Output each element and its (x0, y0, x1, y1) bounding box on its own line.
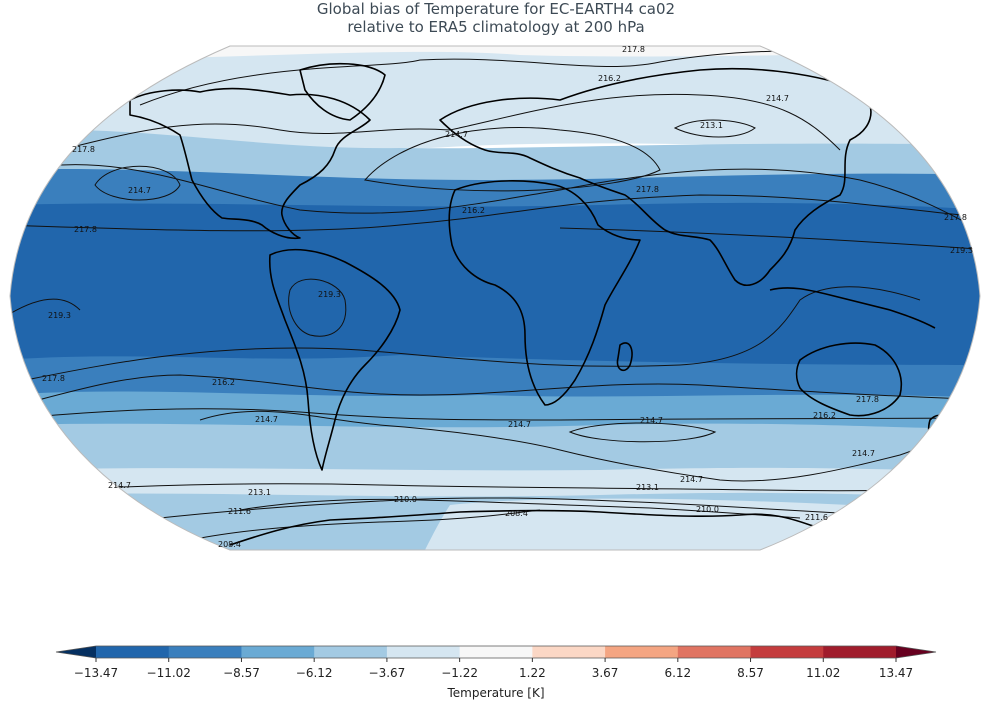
chart-title-line-2: relative to ERA5 climatology at 200 hPa (347, 18, 645, 36)
contour-line (94, 165, 181, 201)
colorbar-bin (314, 646, 388, 658)
contour-label: 211.6 (228, 507, 251, 516)
contour-line (364, 127, 661, 192)
contour-label: 214.7 (508, 420, 531, 429)
contour-line (10, 194, 980, 232)
contour-line (559, 227, 980, 251)
coastline-north-america (129, 87, 371, 240)
contour-line (673, 119, 756, 138)
colorbar-over-arrow (896, 646, 936, 658)
colorbar-tick-label: 13.47 (879, 666, 913, 680)
colorbar-bin (532, 646, 606, 658)
coastline-madagascar (616, 342, 633, 372)
coastline-eurasia (439, 67, 872, 286)
contour-line (288, 278, 347, 337)
contour-label: 214.7 (128, 186, 151, 195)
contour-label: 213.1 (700, 121, 723, 130)
contour-line (10, 374, 980, 411)
contour-label: 216.2 (598, 74, 621, 83)
contour-label: 217.8 (944, 213, 967, 222)
contour-label: 210.0 (394, 495, 417, 504)
coastline-maritime-continent (769, 287, 936, 329)
contour-label: 208.4 (505, 509, 528, 518)
contour-line (99, 497, 961, 526)
contour-line (10, 298, 81, 321)
contour-label: 214.7 (255, 415, 278, 424)
colorbar-tick-label: −8.57 (223, 666, 260, 680)
contour-line (568, 422, 717, 443)
contour-label: 214.7 (766, 94, 789, 103)
contour-label: 210.0 (696, 505, 719, 514)
contour-label: 211.6 (805, 513, 828, 522)
colorbar-bin (677, 646, 752, 658)
contour-line (199, 410, 971, 482)
colorbar-tick-label: 6.12 (664, 666, 691, 680)
colorbar-tick-label: 1.22 (519, 666, 546, 680)
contour-label: 208.4 (218, 540, 241, 549)
colorbar-bin (823, 646, 897, 658)
colorbar-tick-label: 8.57 (737, 666, 764, 680)
coastline-antarctica (229, 509, 861, 549)
colorbar-tick-label: −1.22 (441, 666, 478, 680)
contour-label: 217.8 (74, 225, 97, 234)
globe-outline (9, 45, 981, 551)
coastline-africa (448, 180, 641, 406)
colorbar-bin (96, 646, 170, 658)
contour-label-group: 217.8 216.2 214.7 213.1 214.7 217.8 214.… (42, 45, 973, 549)
contour-label: 219.3 (48, 311, 71, 320)
colorbar-bin (750, 646, 824, 658)
contour-label: 213.1 (636, 483, 659, 492)
contour-label: 216.2 (212, 378, 235, 387)
coastline-australia (795, 342, 902, 417)
contour-label: 214.7 (445, 130, 468, 139)
contour-label: 217.8 (42, 374, 65, 383)
bias-field (10, 46, 980, 550)
contour-label: 216.2 (462, 206, 485, 215)
coastline-south-america (268, 248, 401, 471)
contour-label: 214.7 (680, 475, 703, 484)
contour-label: 216.2 (813, 411, 836, 420)
contour-label: 214.7 (108, 481, 131, 490)
colorbar-label: Temperature [K] (447, 686, 545, 700)
bias-band-south-sub (10, 355, 980, 402)
contour-label: 217.8 (636, 185, 659, 194)
colorbar-tick-label: −3.67 (369, 666, 406, 680)
contour-line (10, 286, 921, 386)
colorbar-bin (386, 646, 461, 658)
colorbar-bin (168, 646, 242, 658)
bias-band-south-mid (10, 391, 980, 432)
chart-title-line-1: Global bias of Temperature for EC-EARTH4… (316, 0, 676, 18)
contour-label: 219.3 (318, 290, 341, 299)
contour-label: 217.8 (856, 395, 879, 404)
contour-line (189, 509, 541, 541)
contour-label: 219.3 (950, 246, 973, 255)
colorbar-under-arrow (56, 646, 96, 658)
contour-line (10, 408, 980, 421)
contour-label: 217.8 (622, 45, 645, 54)
contour-label: 214.7 (640, 416, 663, 425)
colorbar-bin (605, 646, 679, 658)
coastline-greenland (299, 62, 386, 121)
colorbar-tick-label: −11.02 (147, 666, 191, 680)
bias-band-tropical (10, 202, 980, 382)
bias-band-south-high (10, 423, 980, 480)
contour-label: 214.7 (852, 449, 875, 458)
colorbar-tick-label: −13.47 (74, 666, 118, 680)
colorbar-tick-label: 11.02 (806, 666, 840, 680)
contour-label: 213.1 (248, 488, 271, 497)
colorbar-bin (459, 646, 533, 658)
contour-label: 217.8 (72, 145, 95, 154)
colorbar-tick-label: −6.12 (296, 666, 333, 680)
colorbar-tick-label: 3.67 (592, 666, 619, 680)
colorbar-bin (241, 646, 315, 658)
contour-line (239, 498, 801, 519)
colorbar: −13.47 −11.02 −8.57 −6.12 −3.67 −1.22 1.22 3.67… (55, 645, 937, 680)
contour-line (19, 164, 980, 231)
